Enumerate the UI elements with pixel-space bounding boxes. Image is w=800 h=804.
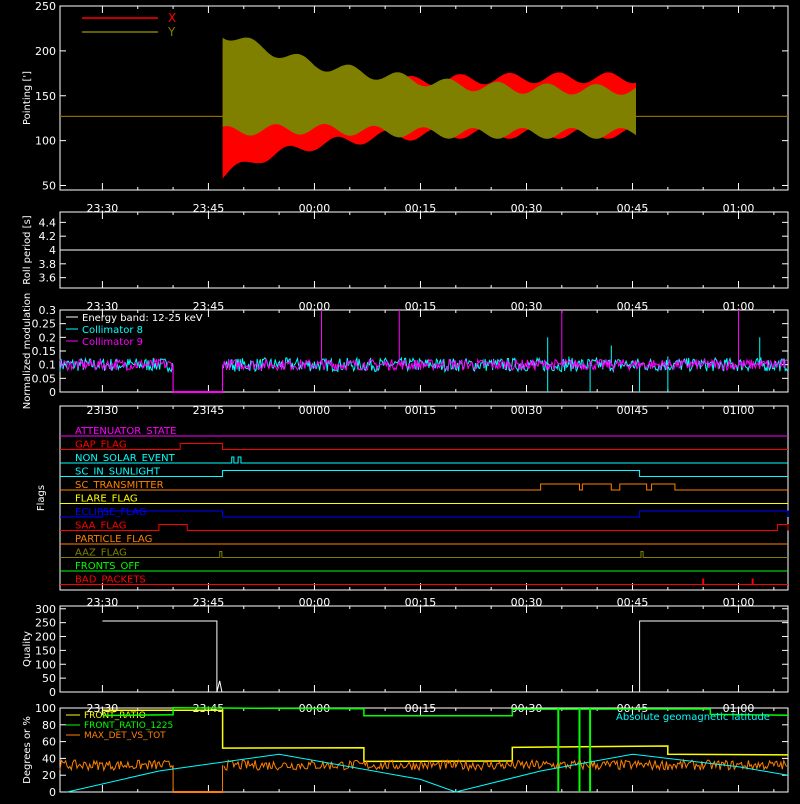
- flag-label-aaz_flag: AAZ_FLAG: [75, 548, 127, 559]
- pointing-ylabel: Pointing [']: [22, 71, 33, 125]
- roll-y-tick-label: 3.6: [39, 272, 57, 285]
- ratios-y-tick-label: 40: [42, 752, 56, 765]
- flag-label-saa_flag: SAA_FLAG: [75, 521, 126, 532]
- flag-label-attenuator_state: ATTENUATOR_STATE: [75, 426, 176, 437]
- modulation-series-1: [222, 357, 788, 372]
- modulation-y-tick-label: 0.1: [39, 359, 57, 372]
- flag-line-sc_in_sunlight: [60, 470, 788, 477]
- ratios-latitude: [66, 753, 789, 793]
- ratios-y-tick-label: 0: [49, 786, 56, 799]
- ratios-series-2: [59, 759, 174, 772]
- ratios-series-0: [102, 709, 789, 763]
- ratios-ylabel: Degrees or %: [22, 716, 33, 784]
- ratios-y-tick-label: 60: [42, 736, 56, 749]
- pointing-y-tick-label: 150: [35, 90, 56, 103]
- flag-line-gap_flag: [60, 443, 788, 450]
- roll-y-tick-label: 3.8: [39, 258, 57, 271]
- quality-y-tick-label: 100: [35, 658, 56, 671]
- flag-label-fronts_off: FRONTS_OFF: [75, 561, 140, 572]
- flag-line-sc_transmitter: [60, 483, 788, 491]
- modulation-annotation: Energy band: 12-25 keV: [82, 313, 203, 324]
- flag-label-non_solar_event: NON_SOLAR_EVENT: [75, 453, 176, 464]
- flag-label-flare_flag: FLARE_FLAG: [75, 494, 138, 505]
- ratios-y-tick-label: 20: [42, 769, 56, 782]
- legend-label-latitude: Absolute geomagnetic latitude: [616, 712, 770, 723]
- flag-label-sc_transmitter: SC_TRANSMITTER: [75, 480, 164, 491]
- quality-y-tick-label: 250: [35, 617, 56, 630]
- quality-y-tick-label: 300: [35, 603, 56, 616]
- flag-line-aaz_flag: [60, 551, 788, 558]
- flag-label-bad_packets: BAD_PACKETS: [75, 575, 146, 586]
- flag-line-eclipse_flag: [60, 510, 789, 518]
- ratios-frame: [59, 707, 789, 793]
- pointing-series-Y: [222, 37, 636, 139]
- quality-y-tick-label: 50: [42, 672, 56, 685]
- flag-label-eclipse_flag: ECLIPSE_FLAG: [75, 507, 146, 518]
- flags-ylabel: Flags: [36, 485, 47, 511]
- ratios-y-tick-label: 100: [35, 702, 56, 715]
- pointing-y-tick-label: 50: [42, 180, 56, 193]
- roll-y-tick-label: 4: [49, 244, 56, 257]
- quality-series-line: [102, 620, 788, 693]
- ratios-y-tick-label: 80: [42, 719, 56, 732]
- modulation-y-tick-label: 0.2: [39, 331, 57, 344]
- legend-label-ratio: FRONT_RATIO_1225: [84, 721, 173, 731]
- quality-y-tick-label: 150: [35, 644, 56, 657]
- legend-label-X: X: [168, 11, 176, 25]
- pointing-y-tick-label: 100: [35, 135, 56, 148]
- legend-label-Y: Y: [167, 25, 176, 39]
- roll-y-tick-label: 4.4: [39, 216, 57, 229]
- legend-label-ratio: MAX_DET_VS_TOT: [84, 731, 166, 741]
- modulation-ylabel: Normalized modulation: [22, 293, 33, 410]
- legend-label-collimator: Collimator 8: [82, 325, 143, 336]
- flag-line-non_solar_event: [60, 456, 788, 464]
- quality-frame: [59, 605, 789, 693]
- quality-y-tick-label: 0: [49, 686, 56, 699]
- quality-y-tick-label: 200: [35, 631, 56, 644]
- flag-line-saa_flag: [60, 524, 789, 531]
- flag-label-gap_flag: GAP_FLAG: [75, 440, 127, 451]
- roll-y-tick-label: 4.2: [39, 230, 57, 243]
- ratios-series-1: [102, 707, 789, 717]
- modulation-y-tick-label: 0.05: [32, 372, 57, 385]
- legend-label-collimator: Collimator 9: [82, 337, 143, 348]
- pointing-series-group: [60, 37, 788, 179]
- quality-ylabel: Quality: [22, 631, 33, 667]
- pointing-y-tick-label: 250: [35, 0, 56, 13]
- flags-frame: [59, 405, 789, 591]
- modulation-series-1: [59, 357, 173, 372]
- roll-ylabel: Roll period [s]: [22, 215, 33, 284]
- modulation-y-tick-label: 0: [49, 386, 56, 399]
- modulation-y-tick-label: 0.3: [39, 304, 57, 317]
- flag-label-particle_flag: PARTICLE_FLAG: [75, 534, 152, 545]
- modulation-y-tick-label: 0.25: [32, 318, 57, 331]
- flag-label-sc_in_sunlight: SC_IN_SUNLIGHT: [75, 467, 161, 478]
- pointing-frame: [59, 5, 789, 191]
- pointing-y-tick-label: 200: [35, 45, 56, 58]
- modulation-y-tick-label: 0.15: [32, 345, 57, 358]
